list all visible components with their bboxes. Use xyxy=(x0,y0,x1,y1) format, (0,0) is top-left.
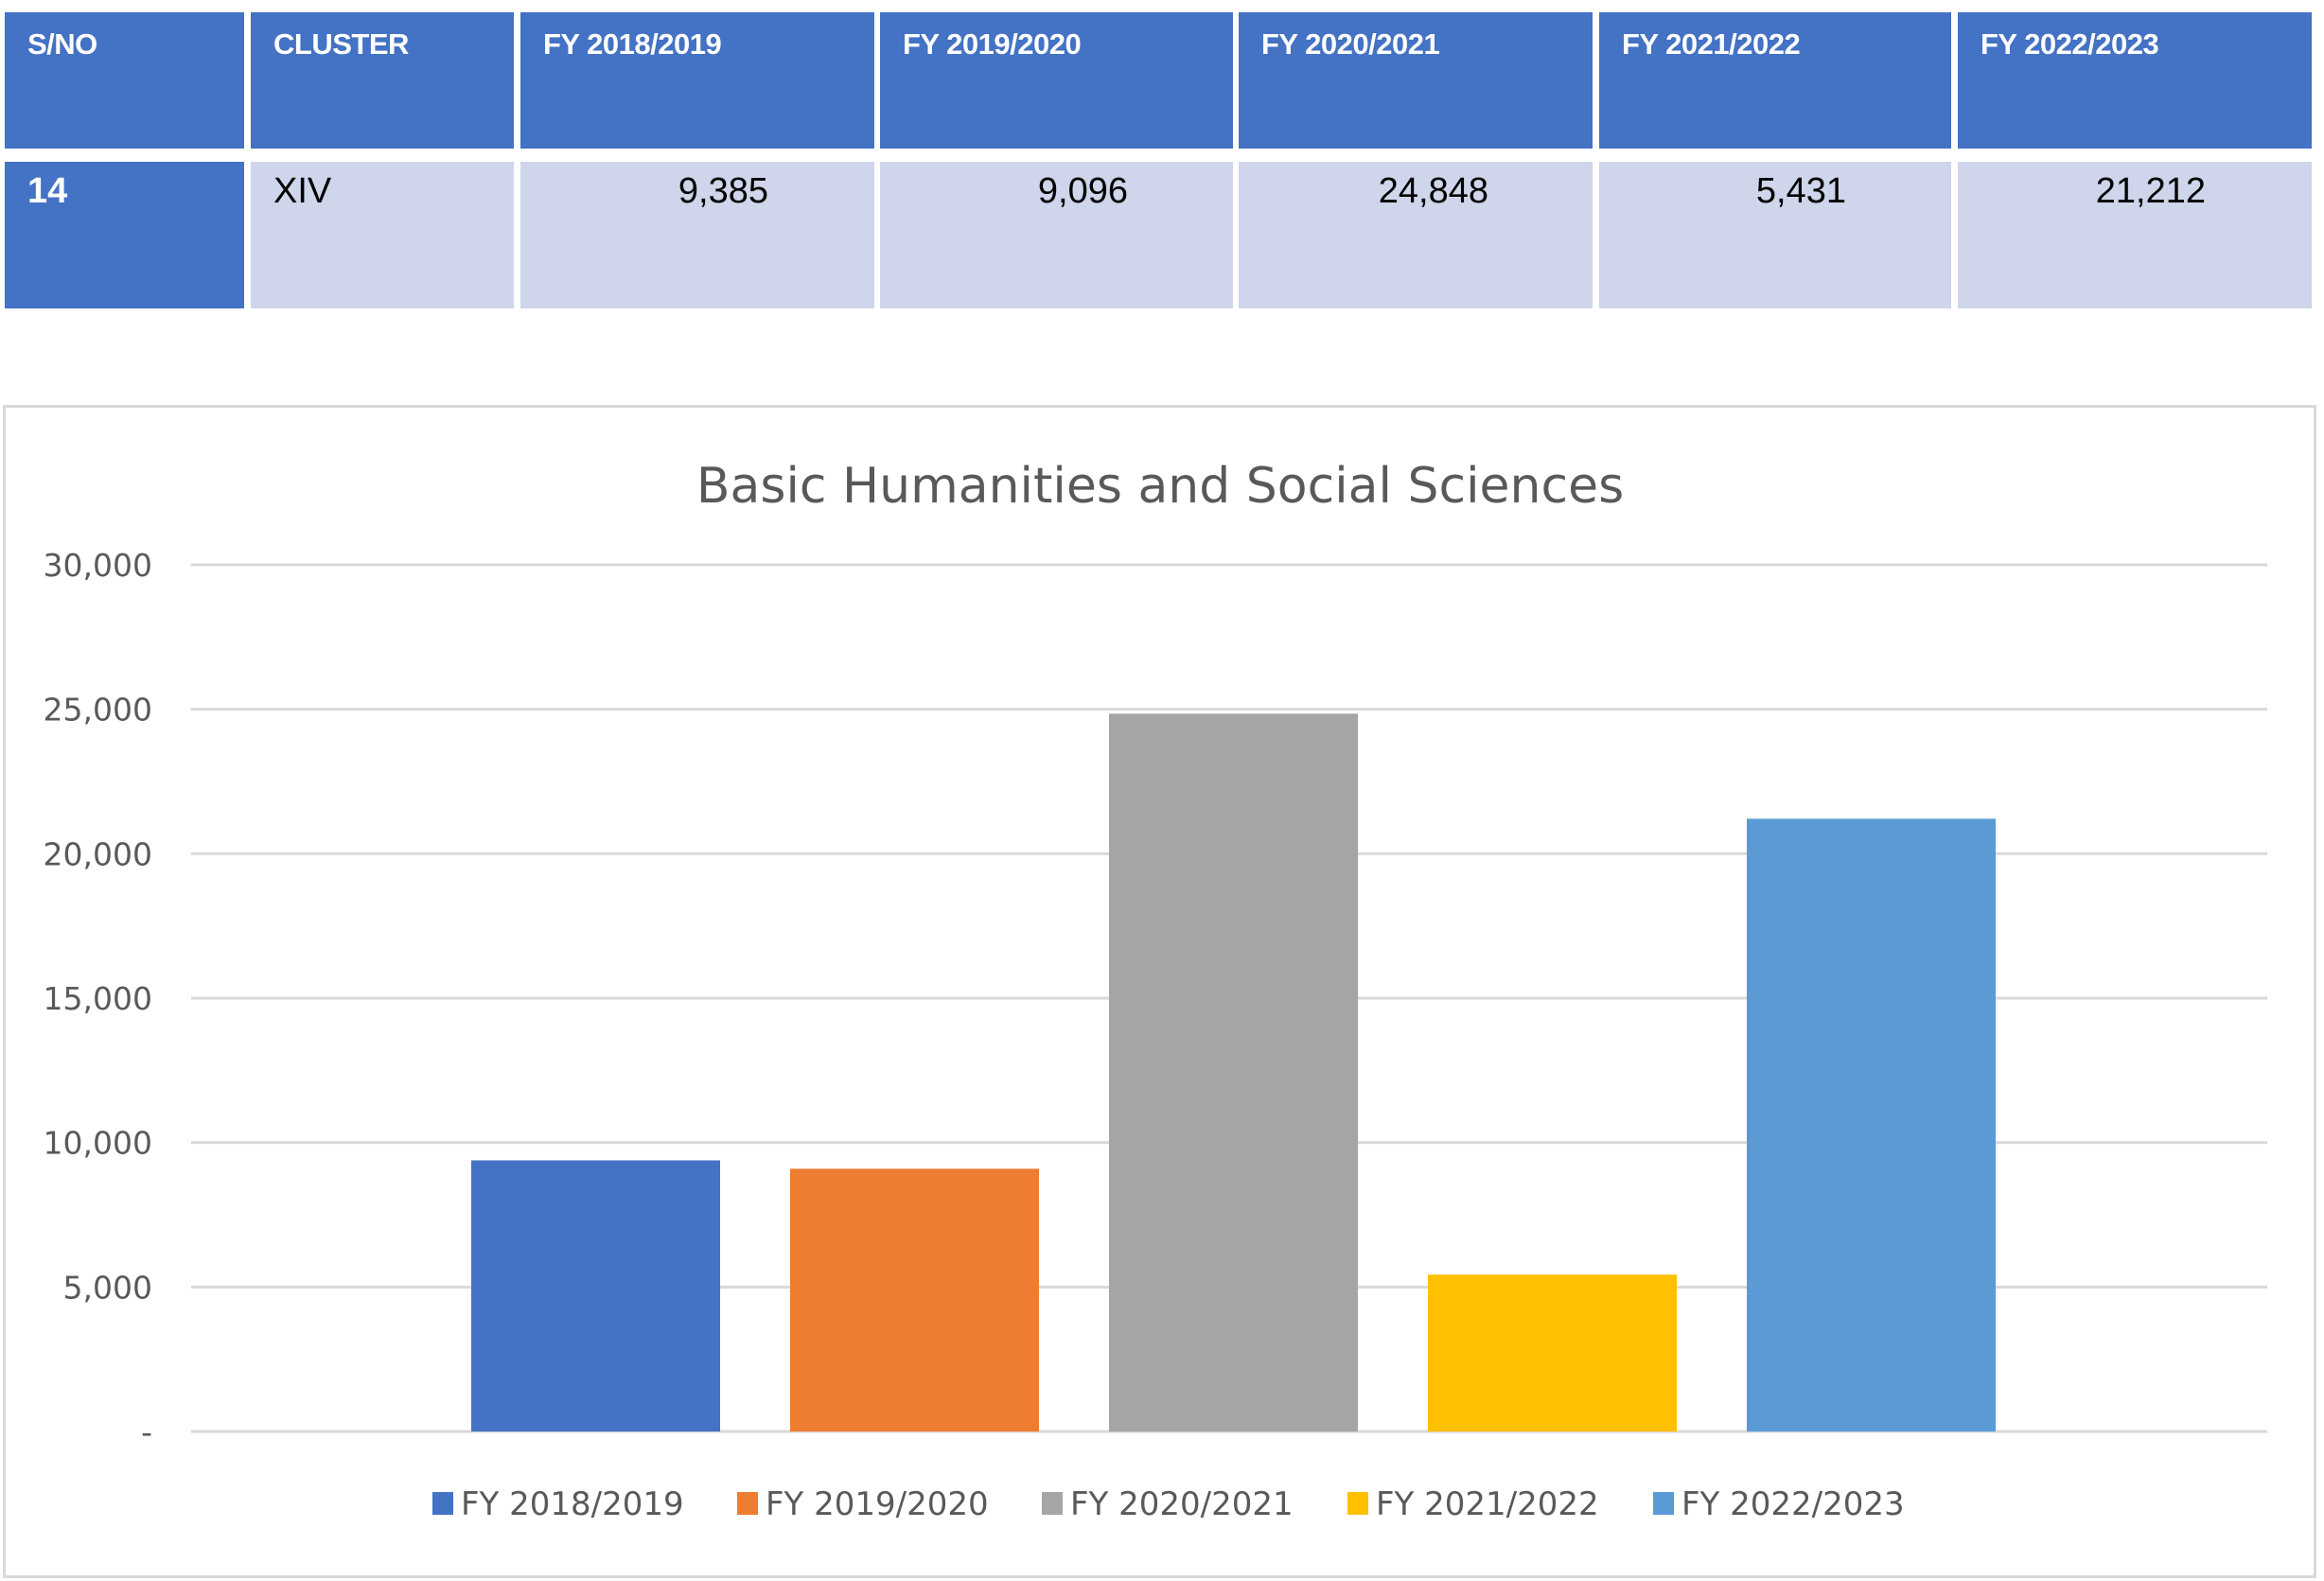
legend: FY 2018/2019 FY 2019/2020 FY 2020/2021 FY 2… xyxy=(432,1485,1905,1523)
header-cluster: CLUSTER xyxy=(251,12,514,149)
cell-value: 9,096 xyxy=(1037,171,1128,211)
cell-fy-2018-2019: 9,385 xyxy=(520,162,874,308)
legend-label: FY 2021/2022 xyxy=(1376,1485,1599,1523)
bar-2022-2023 xyxy=(1747,818,1996,1432)
cell-fy-2019-2020: 9,096 xyxy=(880,162,1233,308)
cell-fy-2020-2021: 24,848 xyxy=(1239,162,1593,308)
header-fy-2022-2023: FY 2022/2023 xyxy=(1958,12,2312,149)
cell-value: 24,848 xyxy=(1378,171,1488,211)
chart-title: Basic Humanities and Social Sciences xyxy=(696,458,1624,515)
legend-swatch xyxy=(737,1492,758,1515)
legend-swatch xyxy=(1653,1492,1674,1515)
legend-label: FY 2020/2021 xyxy=(1070,1485,1294,1523)
bars xyxy=(471,713,1996,1432)
cell-cluster: XIV xyxy=(251,162,514,308)
bar-2020-2021 xyxy=(1109,713,1358,1432)
y-tick-label: 20,000 xyxy=(44,835,152,872)
cell-value: 9,385 xyxy=(678,171,768,211)
header-fy-2021-2022: FY 2021/2022 xyxy=(1599,12,1951,149)
bar-2021-2022 xyxy=(1428,1274,1677,1432)
y-tick-label: 15,000 xyxy=(44,980,152,1017)
legend-swatch xyxy=(432,1492,453,1515)
cell-fy-2021-2022: 5,431 xyxy=(1599,162,1951,308)
bar-2019-2020 xyxy=(790,1168,1039,1432)
y-tick-label: 5,000 xyxy=(63,1269,152,1306)
legend-swatch xyxy=(1042,1492,1063,1515)
header-fy-2019-2020: FY 2019/2020 xyxy=(880,12,1233,149)
legend-label: FY 2019/2020 xyxy=(766,1485,989,1523)
header-fy-2020-2021: FY 2020/2021 xyxy=(1239,12,1593,149)
cell-fy-2022-2023: 21,212 xyxy=(1958,162,2312,308)
header-fy-2018-2019: FY 2018/2019 xyxy=(520,12,874,149)
y-tick-label: 25,000 xyxy=(44,692,152,729)
legend-swatch xyxy=(1347,1492,1368,1515)
legend-label: FY 2022/2023 xyxy=(1681,1485,1905,1523)
legend-label: FY 2018/2019 xyxy=(461,1485,684,1523)
bar-chart: Basic Humanities and Social Sciences - 5,… xyxy=(44,458,2267,1523)
y-axis-ticks: - 5,000 10,000 15,000 20,000 25,000 30,000 xyxy=(44,547,152,1450)
y-tick-label: - xyxy=(141,1414,152,1450)
chart-container: Basic Humanities and Social Sciences - 5,… xyxy=(3,405,2316,1578)
cell-value: 5,431 xyxy=(1755,171,1846,211)
cell-value: 21,212 xyxy=(2095,171,2206,211)
y-tick-label: 10,000 xyxy=(44,1125,152,1162)
header-sno: S/NO xyxy=(5,12,244,149)
cell-sno: 14 xyxy=(5,162,244,308)
bar-2018-2019 xyxy=(471,1160,720,1432)
y-tick-label: 30,000 xyxy=(44,547,152,584)
